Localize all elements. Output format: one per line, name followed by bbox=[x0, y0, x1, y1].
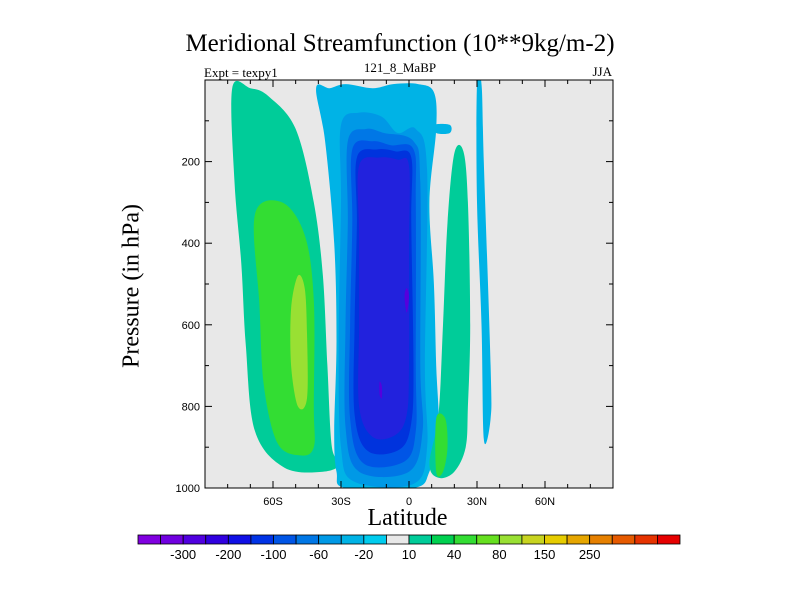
colorbar-label: -300 bbox=[170, 547, 196, 562]
contour-region-4 bbox=[399, 86, 408, 107]
colorbar-label: 150 bbox=[534, 547, 556, 562]
colorbar-box bbox=[273, 534, 297, 545]
contour-region-13 bbox=[357, 157, 410, 440]
colorbar-box bbox=[295, 534, 320, 545]
x-tick-label: 30N bbox=[467, 496, 487, 508]
colorbar-label: 40 bbox=[447, 547, 461, 562]
colorbar-label: -100 bbox=[260, 547, 286, 562]
y-tick-label: 1000 bbox=[176, 483, 200, 495]
colorbar: -300 -200 -100 -60 -20 10 40 80 150 250 bbox=[137, 534, 681, 562]
colorbar-box bbox=[408, 534, 432, 545]
colorbar-box bbox=[227, 534, 252, 545]
colorbar-box bbox=[182, 534, 207, 545]
x-axis-label: Latitude bbox=[367, 505, 448, 531]
colorbar-box bbox=[318, 534, 342, 545]
colorbar-label: -20 bbox=[354, 547, 373, 562]
x-tick-label: 60N bbox=[535, 496, 555, 508]
x-tick-label: 60S bbox=[263, 496, 283, 508]
colorbar-box bbox=[431, 534, 455, 545]
chart-title: Meridional Streamfunction (10**9kg/m-2) bbox=[185, 30, 615, 57]
colorbar-box bbox=[160, 534, 184, 545]
contour-fills bbox=[231, 80, 492, 488]
y-tick-label: 800 bbox=[182, 401, 200, 413]
colorbar-label: 10 bbox=[402, 547, 416, 562]
colorbar-box bbox=[657, 534, 681, 545]
colorbar-label: 250 bbox=[579, 547, 601, 562]
colorbar-box bbox=[453, 534, 478, 545]
colorbar-box bbox=[589, 534, 613, 545]
colorbar-label: -60 bbox=[309, 547, 328, 562]
season-label: JJA bbox=[592, 64, 612, 79]
colorbar-box bbox=[340, 534, 365, 545]
colorbar-box bbox=[250, 534, 274, 545]
contour-region-14 bbox=[404, 288, 409, 313]
colorbar-box bbox=[386, 534, 410, 545]
contour-region-6 bbox=[432, 123, 452, 135]
colorbar-box bbox=[544, 534, 568, 545]
colorbar-box bbox=[566, 534, 591, 545]
colorbar-box bbox=[521, 534, 545, 545]
contour-region-8 bbox=[435, 413, 448, 477]
center-subtitle: 121_8_MaBP bbox=[363, 60, 437, 75]
experiment-label: Expt = texpy1 bbox=[204, 65, 278, 80]
colorbar-box bbox=[634, 534, 658, 545]
y-tick-label: 400 bbox=[182, 238, 200, 250]
contour-region-2 bbox=[290, 274, 308, 410]
colorbar-box bbox=[611, 534, 636, 545]
contour-region-15 bbox=[379, 381, 383, 399]
colorbar-box bbox=[498, 534, 523, 545]
contour-region-5 bbox=[476, 80, 492, 445]
y-tick-label: 600 bbox=[182, 320, 200, 332]
colorbar-box bbox=[363, 534, 387, 545]
x-tick-label: 0 bbox=[406, 496, 412, 508]
y-tick-label: 200 bbox=[182, 157, 200, 169]
colorbar-label: 80 bbox=[492, 547, 506, 562]
axis-ticks: 60S 30S 0 30N 60N 200 400 600 800 1000 bbox=[176, 80, 613, 508]
colorbar-box bbox=[476, 534, 500, 545]
x-tick-label: 30S bbox=[331, 496, 351, 508]
colorbar-label: -200 bbox=[215, 547, 241, 562]
colorbar-box bbox=[205, 534, 229, 545]
contour-region-7 bbox=[429, 144, 471, 479]
colorbar-box bbox=[137, 534, 161, 545]
